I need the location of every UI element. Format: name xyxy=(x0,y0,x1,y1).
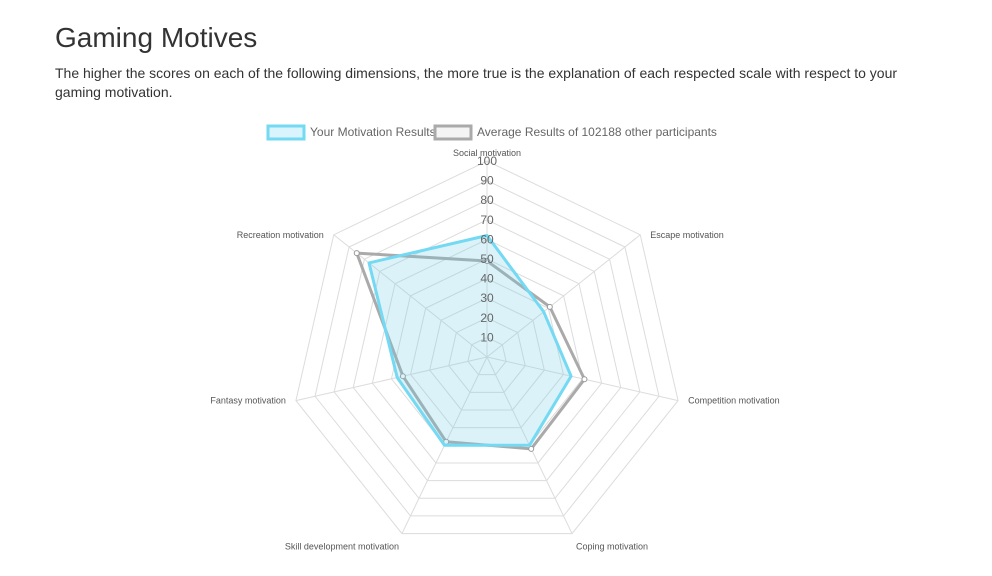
grid-spoke xyxy=(333,234,488,358)
grid-ring-20 xyxy=(448,317,526,393)
radar-series xyxy=(353,233,588,452)
grid-spoke xyxy=(486,234,641,358)
tick-label-30: 30 xyxy=(480,291,494,305)
tick-label-20: 20 xyxy=(480,311,494,325)
legend-item-your-results[interactable]: Your Motivation Results xyxy=(266,124,436,141)
radar-grid xyxy=(295,160,679,535)
axis-label-coping-motivation: Coping motivation xyxy=(576,542,648,552)
grid-ring-100 xyxy=(295,160,679,535)
series-area-your-results xyxy=(367,233,573,447)
radar-axis-labels: Social motivation Escape motivation Compet… xyxy=(210,148,779,552)
legend-swatch-average-results xyxy=(433,124,473,141)
axis-label-escape-motivation: Escape motivation xyxy=(650,230,724,240)
tick-label-50: 50 xyxy=(480,252,494,266)
tick-label-100: 100 xyxy=(477,154,497,168)
radar-tick-labels: 10 20 30 40 50 60 70 80 90 100 xyxy=(477,154,497,344)
page-description: The higher the scores on each of the fol… xyxy=(55,65,898,100)
chart-legend: Your Motivation Results Average Results … xyxy=(266,124,717,141)
tick-label-40: 40 xyxy=(480,272,494,286)
grid-spoke xyxy=(295,356,488,402)
axis-label-social-motivation: Social motivation xyxy=(453,148,521,158)
axis-label-competition-motivation: Competition motivation xyxy=(688,396,780,406)
legend-swatch-your-results xyxy=(266,124,306,141)
grid-ring-10 xyxy=(467,336,507,376)
axis-label-fantasy-motivation: Fantasy motivation xyxy=(210,396,286,406)
grid-ring-90 xyxy=(314,180,660,517)
data-point-average-results[interactable] xyxy=(484,257,490,264)
data-point-average-results[interactable] xyxy=(353,250,360,257)
tick-label-80: 80 xyxy=(480,193,494,207)
axis-label-recreation-motivation: Recreation motivation xyxy=(237,230,324,240)
data-point-average-results[interactable] xyxy=(581,376,588,383)
page-title: Gaming Motives xyxy=(55,22,258,53)
grid-ring-40 xyxy=(410,278,564,429)
grid-ring-30 xyxy=(429,297,545,411)
tick-label-60: 60 xyxy=(480,232,494,246)
tick-label-10: 10 xyxy=(480,330,494,344)
grid-ring-80 xyxy=(333,199,641,499)
data-point-average-results[interactable] xyxy=(399,373,406,380)
legend-label-your-results: Your Motivation Results xyxy=(310,125,436,139)
legend-label-average-results: Average Results of 102188 other particip… xyxy=(477,125,717,139)
data-point-average-results[interactable] xyxy=(528,445,535,452)
legend-item-average-results[interactable]: Average Results of 102188 other particip… xyxy=(433,124,717,141)
data-point-average-results[interactable] xyxy=(546,303,553,310)
tick-label-70: 70 xyxy=(480,213,494,227)
grid-ring-60 xyxy=(371,238,603,464)
tick-label-90: 90 xyxy=(480,174,494,188)
axis-label-skill-development-motivation: Skill development motivation xyxy=(285,542,399,552)
